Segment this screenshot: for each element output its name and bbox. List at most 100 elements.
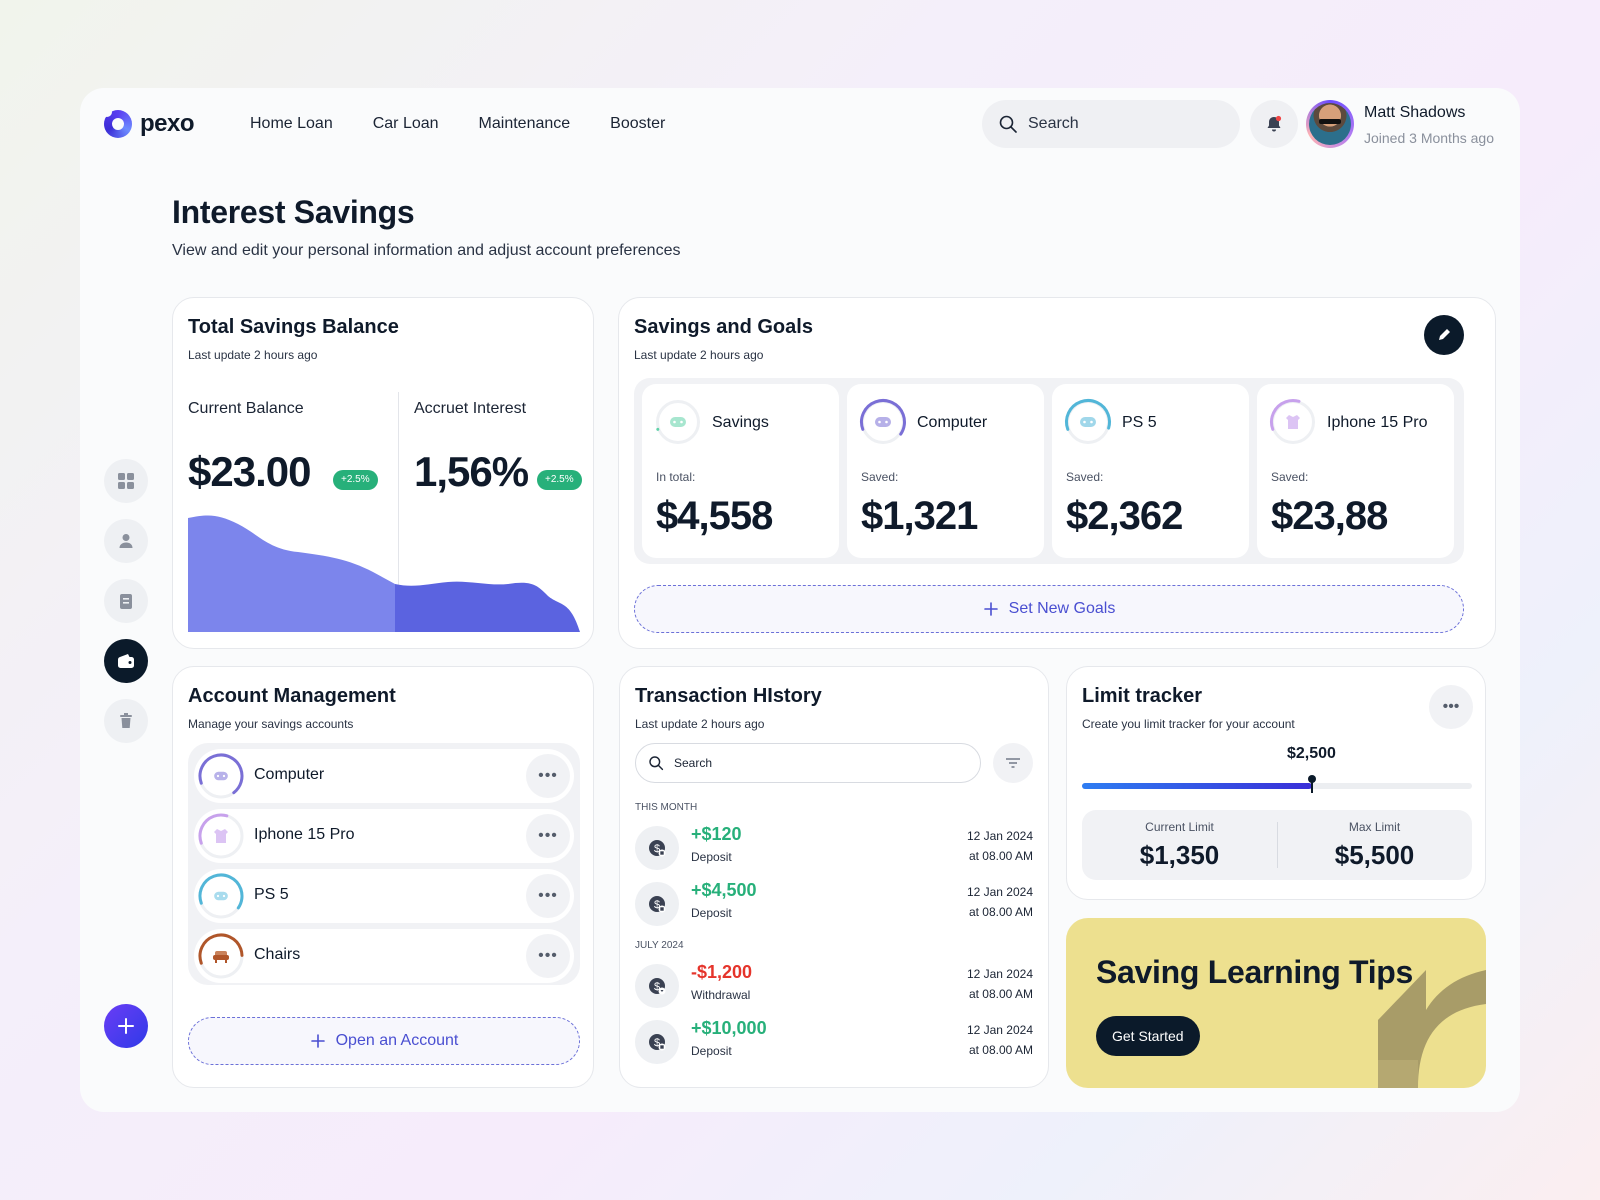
account-more-button[interactable]: ••• [526,874,570,918]
more-icon: ••• [538,947,558,964]
page-subtitle: View and edit your personal information … [172,242,681,259]
goals-grid: Savings In total: $4,558 Computer Saved:… [634,378,1464,564]
savings-goals-title: Savings and Goals [634,316,813,338]
search-input[interactable] [1028,115,1208,133]
limit-tracker-subtitle: Create you limit tracker for your accoun… [1082,717,1295,731]
sidebar-dashboard-button[interactable] [104,459,148,503]
svg-text:$: $ [654,1037,660,1049]
dollar-icon: $ [635,964,679,1008]
account-progress-ring [198,753,244,799]
limit-slider[interactable] [1082,775,1472,793]
transaction-datetime: 12 Jan 2024 at 08.00 AM [967,964,1033,1004]
goal-progress-ring [860,399,906,445]
goal-label: Saved: [1271,470,1309,484]
set-new-goals-label: Set New Goals [1008,600,1116,617]
transaction-time: at 08.00 AM [968,1043,1033,1057]
user-icon [119,534,133,548]
balance-area-left [188,515,395,632]
plus-icon [118,1018,134,1034]
limit-slider-handle[interactable] [1308,775,1317,793]
account-ring [198,873,244,919]
goal-ring [860,399,906,445]
more-icon: ••• [538,767,558,784]
account-row-ps5[interactable]: PS 5 ••• [194,869,574,923]
transaction-row[interactable]: $ +$10,000 Deposit 12 Jan 2024 at 08.00 A… [635,1018,1033,1064]
sidebar-profile-button[interactable] [104,519,148,563]
goal-name: PS 5 [1122,414,1157,431]
trash-icon [120,713,132,728]
transaction-time: at 08.00 AM [968,849,1033,863]
transaction-date: 12 Jan 2024 [966,967,1033,981]
account-more-button[interactable]: ••• [526,934,570,978]
goal-label: Saved: [1066,470,1104,484]
notifications-button[interactable] [1250,100,1298,148]
transaction-search-input[interactable] [674,756,954,770]
transaction-history-updated: Last update 2 hours ago [635,717,765,731]
account-more-button[interactable]: ••• [526,814,570,858]
logo-icon [102,107,132,138]
goal-card-ps5[interactable]: PS 5 Saved: $2,362 [1052,384,1249,558]
user-joined: Joined 3 Months ago [1364,130,1494,146]
account-row-computer[interactable]: Computer ••• [194,749,574,803]
current-balance-label: Current Balance [188,400,304,417]
edit-goals-button[interactable] [1424,315,1464,355]
accrued-interest-label: Accruet Interest [414,400,527,417]
account-more-button[interactable]: ••• [526,754,570,798]
sidebar-wallet-button[interactable] [104,639,148,683]
sidebar-trash-button[interactable] [104,699,148,743]
goal-name: Savings [712,414,769,431]
open-account-button[interactable]: Open an Account [188,1017,580,1065]
pencil-icon [1439,329,1450,340]
nav-home-loan[interactable]: Home Loan [250,115,333,132]
account-row-chairs[interactable]: Chairs ••• [194,929,574,983]
saving-tips-title: Saving Learning Tips [1096,954,1414,990]
dashboard-icon [118,473,134,489]
get-started-button[interactable]: Get Started [1096,1016,1200,1056]
transaction-history-card: Transaction HIstory Last update 2 hours … [619,666,1049,1088]
svg-text:$: $ [654,843,660,855]
transaction-group-label: JULY 2024 [635,940,684,951]
transaction-row[interactable]: $ -$1,200 Withdrawal 12 Jan 2024 at 08.00… [635,962,1033,1008]
account-row-iphone[interactable]: Iphone 15 Pro ••• [194,809,574,863]
goal-card-iphone[interactable]: Iphone 15 Pro Saved: $23,88 [1257,384,1454,558]
nav-car-loan[interactable]: Car Loan [372,115,439,132]
goal-ring [655,399,701,445]
nav-maintenance[interactable]: Maintenance [478,115,571,132]
sidebar-documents-button[interactable] [104,579,148,623]
savings-goals-updated: Last update 2 hours ago [634,348,764,362]
transaction-datetime: 12 Jan 2024 at 08.00 AM [967,882,1033,922]
transaction-type: Deposit [691,850,732,864]
limit-tracker-title: Limit tracker [1082,685,1203,707]
plus-icon [310,1034,325,1048]
filter-button[interactable] [993,743,1033,783]
account-progress-ring [198,873,244,919]
transaction-amount: +$4,500 [691,880,757,900]
set-new-goals-button[interactable]: Set New Goals [634,585,1464,633]
account-name: Chairs [254,946,301,963]
balance-area-chart [188,515,580,632]
goal-name: Computer [917,414,988,431]
goal-value: $4,558 [656,494,773,538]
transaction-history-title: Transaction HIstory [635,685,822,707]
goal-card-computer[interactable]: Computer Saved: $1,321 [847,384,1044,558]
brand-logo[interactable]: pexo [102,107,195,138]
account-management-subtitle: Manage your savings accounts [188,717,354,731]
transaction-type: Deposit [691,906,732,920]
max-limit-label: Max Limit [1348,820,1401,834]
transaction-row[interactable]: $ +$120 Deposit 12 Jan 2024 at 08.00 AM [635,824,1033,870]
nav-booster[interactable]: Booster [610,115,666,132]
brand-name: pexo [140,110,195,137]
transaction-datetime: 12 Jan 2024 at 08.00 AM [967,826,1033,866]
goal-name: Iphone 15 Pro [1327,414,1428,431]
transaction-row[interactable]: $ +$4,500 Deposit 12 Jan 2024 at 08.00 AM [635,880,1033,926]
transaction-search [635,743,981,783]
add-button[interactable] [104,1004,148,1048]
wallet-icon [118,654,134,668]
avatar[interactable] [1306,100,1354,148]
limit-more-button[interactable]: ••• [1429,685,1473,729]
transaction-datetime: 12 Jan 2024 at 08.00 AM [967,1020,1033,1060]
transaction-amount: +$120 [691,824,742,844]
svg-text:$: $ [654,981,660,993]
goal-card-savings[interactable]: Savings In total: $4,558 [642,384,839,558]
goal-value: $2,362 [1066,494,1183,538]
